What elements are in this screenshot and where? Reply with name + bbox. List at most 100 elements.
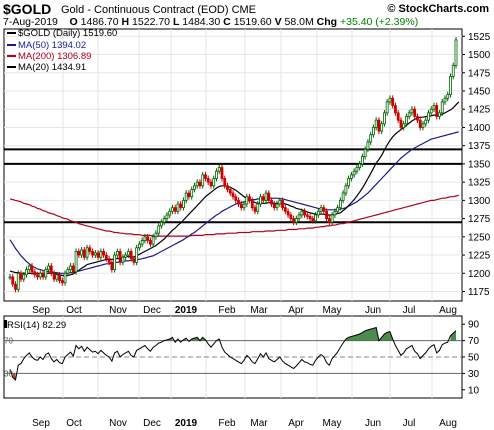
candle-body: [294, 218, 298, 223]
candle-body: [352, 170, 356, 176]
candle-body: [19, 272, 23, 280]
price-y-tick-label: 1350: [468, 159, 491, 170]
candle-body: [330, 214, 334, 223]
price-y-tick-label: 1400: [468, 123, 491, 134]
price-y-tick-label: 1200: [468, 269, 491, 280]
candle-body: [190, 189, 194, 198]
candle-body: [137, 243, 141, 249]
high-label: H: [121, 16, 130, 28]
candle-body: [104, 254, 108, 260]
rsi-x-tick-label: Sep: [32, 418, 50, 429]
rsi-y-tick-label: 70: [468, 336, 480, 347]
price-y-tick-label: 1375: [468, 141, 491, 152]
candle-body: [383, 112, 386, 125]
candle-body: [60, 280, 64, 284]
candle-body: [99, 251, 103, 258]
price-y-tick-label: 1325: [468, 178, 491, 189]
candle-body: [454, 39, 458, 66]
candle-body: [402, 123, 406, 128]
candle-body: [171, 207, 174, 212]
price-y-tick-label: 1175: [468, 287, 490, 298]
candle-body: [427, 112, 430, 121]
candle-body: [440, 101, 444, 114]
candle-body: [96, 252, 100, 258]
rsi-legend-swatch: [4, 320, 7, 328]
candle-body: [154, 232, 158, 238]
candle-body: [146, 236, 150, 241]
candle-body: [283, 207, 287, 212]
candle-body: [193, 185, 196, 190]
candle-body: [237, 199, 240, 205]
legend-label-ma200: MA(200) 1306.89: [18, 51, 91, 62]
candle-body: [432, 105, 436, 110]
candle-body: [165, 214, 169, 219]
ma50-line: [9, 131, 459, 274]
candle-body: [281, 199, 284, 209]
candle-body: [416, 116, 419, 121]
candle-body: [44, 269, 48, 278]
candle-body: [58, 274, 61, 281]
candle-body: [278, 199, 282, 205]
rsi-y-tick-label: 50: [468, 353, 480, 364]
candle-body: [360, 156, 364, 165]
candle-body: [336, 207, 340, 212]
copyright-label[interactable]: © StockCharts.com: [387, 3, 489, 15]
rsi-overbought-fill: [164, 337, 173, 341]
price-x-tick-label: Sep: [32, 305, 50, 316]
price-x-tick-label: May: [323, 305, 342, 316]
candle-body: [308, 216, 312, 219]
candle-body: [113, 254, 117, 271]
legend-label-ma50: MA(50) 1394.02: [18, 40, 86, 51]
candle-body: [341, 192, 345, 201]
candle-body: [69, 265, 72, 271]
candle-body: [85, 247, 89, 258]
candle-body: [245, 196, 249, 205]
candle-body: [286, 210, 290, 216]
price-y-tick-label: 1500: [468, 50, 491, 61]
price-x-tick-label: Feb: [218, 305, 236, 316]
candle-body: [143, 236, 147, 241]
candle-body: [82, 249, 86, 258]
candle-body: [173, 207, 177, 212]
candle-body: [107, 258, 111, 263]
candle-body: [129, 251, 133, 260]
candle-body: [349, 174, 353, 179]
candle-body: [149, 240, 152, 245]
candle-body: [49, 265, 53, 274]
volume-label: V: [274, 16, 282, 28]
candle-body: [126, 251, 130, 256]
candle-body: [80, 249, 83, 256]
chart-description: Gold - Continuous Contract (EOD) CME: [61, 4, 257, 16]
candle-body: [248, 196, 251, 201]
candle-body: [322, 207, 326, 212]
candle-body: [121, 256, 125, 263]
candle-body: [38, 272, 42, 278]
rsi-x-tick-label: Nov: [109, 418, 127, 429]
price-x-tick-label: Oct: [66, 305, 82, 316]
candle-body: [187, 192, 191, 198]
candle-body: [198, 181, 202, 187]
price-panel-frame: [3, 28, 463, 302]
candle-body: [162, 218, 166, 223]
candle-body: [396, 112, 400, 121]
candle-body: [253, 207, 257, 212]
candle-body: [176, 203, 180, 212]
candle-body: [135, 247, 139, 263]
candle-body: [52, 272, 56, 280]
candle-body: [234, 196, 238, 201]
candle-body: [71, 265, 75, 273]
candle-body: [292, 218, 295, 223]
candle-body: [311, 218, 315, 222]
candle-body: [289, 214, 293, 219]
rsi-legend-label: RSI(14) 82.29: [7, 320, 66, 331]
high-value: 1522.70: [132, 16, 171, 28]
change-label: Chg: [316, 16, 338, 28]
candle-body: [449, 75, 452, 96]
candle-body: [358, 163, 362, 168]
candle-body: [140, 240, 144, 245]
candle-body: [201, 174, 205, 187]
candle-body: [184, 192, 188, 201]
candle-body: [451, 65, 455, 77]
rsi-line: [9, 326, 457, 381]
